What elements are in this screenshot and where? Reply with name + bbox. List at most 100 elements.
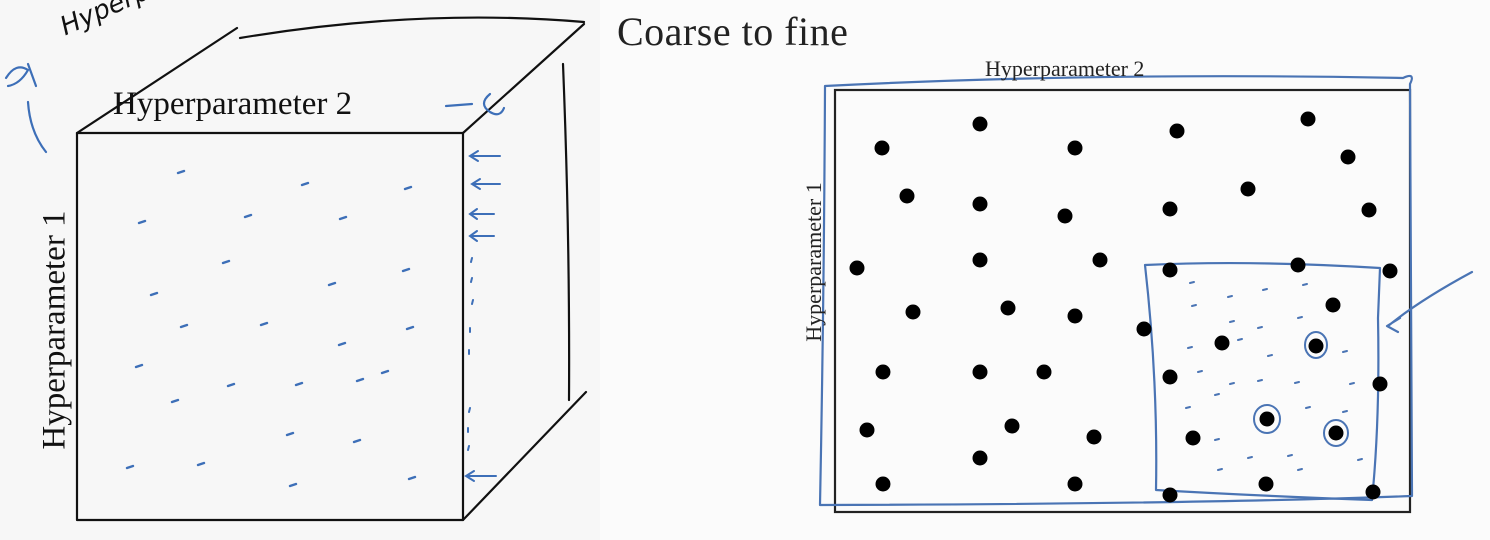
sample-mark-11 xyxy=(179,323,189,329)
cube-edge-top-right xyxy=(461,22,586,135)
coarse-dot-22 xyxy=(1136,321,1152,337)
coarse-dot-32 xyxy=(859,422,875,438)
coarse-search-samples xyxy=(849,111,1398,503)
coarse-dot-34 xyxy=(1086,429,1102,445)
alpha-symbol xyxy=(4,62,38,88)
fine-sample-22 xyxy=(1214,438,1220,441)
coarse-dot-21 xyxy=(1067,308,1083,324)
coarse-to-fine-drawing xyxy=(818,74,1474,514)
sample-mark-24 xyxy=(196,461,206,467)
coarse-dot-37 xyxy=(972,450,988,466)
fine-sample-24 xyxy=(1287,454,1293,457)
fine-sample-4 xyxy=(1302,283,1308,286)
coarse-dot-27 xyxy=(972,364,988,380)
fine-sample-3 xyxy=(1262,288,1268,291)
random-search-cube-panel: Hyperparameter 2 Hyperparameter 1 Hyperp… xyxy=(0,0,600,540)
arrow-3 xyxy=(468,208,495,220)
fine-sample-1 xyxy=(1189,281,1195,284)
sample-mark-2 xyxy=(300,181,310,187)
coarse-dot-7 xyxy=(899,188,915,204)
cube-edges xyxy=(75,16,588,522)
best-point-circle-3 xyxy=(1323,419,1349,447)
coarse-dot-8 xyxy=(972,196,988,212)
cube-edge-top-left xyxy=(75,26,239,135)
search-space-box xyxy=(833,88,1412,514)
sample-mark-18 xyxy=(226,382,236,388)
beta-dash xyxy=(444,102,474,108)
coarse-dot-35 xyxy=(1185,430,1201,446)
coarse-dot-28 xyxy=(1036,364,1052,380)
sample-mark-3 xyxy=(403,185,413,191)
fine-sample-6 xyxy=(1229,320,1235,323)
sample-mark-10 xyxy=(327,281,337,287)
fine-sample-16 xyxy=(1294,381,1300,384)
coarse-dot-24 xyxy=(1325,297,1341,313)
hyperparameter-2-label: Hyperparameter 2 xyxy=(113,86,353,122)
cube-edge-bottom-right xyxy=(461,390,588,522)
coarse-dot-30 xyxy=(1372,376,1388,392)
coarse-dot-19 xyxy=(905,304,921,320)
coarse-dot-20 xyxy=(1000,300,1016,316)
sample-mark-12 xyxy=(259,321,269,327)
arrow-4 xyxy=(468,230,495,242)
random-samples xyxy=(125,169,417,488)
coarse-dot-5 xyxy=(1300,111,1316,127)
fine-sample-2 xyxy=(1227,295,1233,298)
fine-sample-23 xyxy=(1247,456,1253,459)
coarse-dot-41 xyxy=(1258,476,1274,492)
fine-sample-18 xyxy=(1185,406,1191,409)
coarse-dot-40 xyxy=(1162,487,1178,503)
coarse-dot-31 xyxy=(1259,411,1275,427)
cube-edge-back-top xyxy=(238,16,586,40)
fine-sample-27 xyxy=(1297,468,1303,471)
coarse-dot-25 xyxy=(1308,338,1324,354)
hyperparameter-1-label: Hyperparameter 1 xyxy=(36,210,73,450)
edge-tick-marks xyxy=(467,257,474,451)
hyperparameter-2-label-right: Hyperparameter 2 xyxy=(985,56,1145,81)
coarse-dot-4 xyxy=(1169,123,1185,139)
fine-sample-17 xyxy=(1349,382,1355,385)
sample-mark-15 xyxy=(337,341,347,347)
fine-search-samples xyxy=(1185,281,1363,471)
fine-sample-11 xyxy=(1267,354,1273,357)
best-point-circle-2 xyxy=(1253,404,1281,434)
sample-mark-26 xyxy=(407,475,417,481)
coarse-dot-10 xyxy=(1162,201,1178,217)
sample-mark-20 xyxy=(355,377,365,383)
arrow-1 xyxy=(468,150,501,162)
edge-projection-arrows xyxy=(464,150,501,482)
coarse-dot-33 xyxy=(1004,418,1020,434)
sample-mark-23 xyxy=(125,464,135,470)
best-point-circles xyxy=(1253,331,1349,447)
fine-sample-12 xyxy=(1342,350,1348,353)
coarse-dot-2 xyxy=(874,140,890,156)
sample-mark-9 xyxy=(149,291,159,297)
coarse-dot-26 xyxy=(875,364,891,380)
coarse-dot-36 xyxy=(1328,425,1344,441)
sample-mark-4 xyxy=(137,219,147,225)
sample-mark-19 xyxy=(294,381,304,387)
fine-sample-8 xyxy=(1297,316,1303,319)
fine-sample-7 xyxy=(1257,326,1263,329)
coarse-to-fine-panel: Coarse to fine Hyperparameter 2 Hyperpar… xyxy=(600,0,1490,540)
cube-edge-back-right xyxy=(561,62,571,402)
cube-front-face xyxy=(75,131,465,522)
fine-sample-5 xyxy=(1191,304,1197,307)
coarse-dot-17 xyxy=(1290,257,1306,273)
sample-mark-1 xyxy=(176,169,186,175)
fine-sample-14 xyxy=(1229,382,1235,385)
coarse-dot-12 xyxy=(1361,202,1377,218)
best-point-circle-1 xyxy=(1304,331,1328,359)
coarse-dot-13 xyxy=(849,260,865,276)
fine-sample-13 xyxy=(1197,370,1203,373)
coarse-dot-3 xyxy=(1067,140,1083,156)
alpha-tick xyxy=(26,100,48,154)
coarse-dot-14 xyxy=(972,252,988,268)
handwritten-box-trace xyxy=(818,74,1474,507)
coarse-dot-1 xyxy=(972,116,988,132)
sample-mark-13 xyxy=(405,325,415,331)
arrow-2 xyxy=(470,178,501,190)
coarse-dot-11 xyxy=(1240,181,1256,197)
sample-mark-5 xyxy=(243,213,253,219)
zoom-region xyxy=(1143,261,1382,502)
